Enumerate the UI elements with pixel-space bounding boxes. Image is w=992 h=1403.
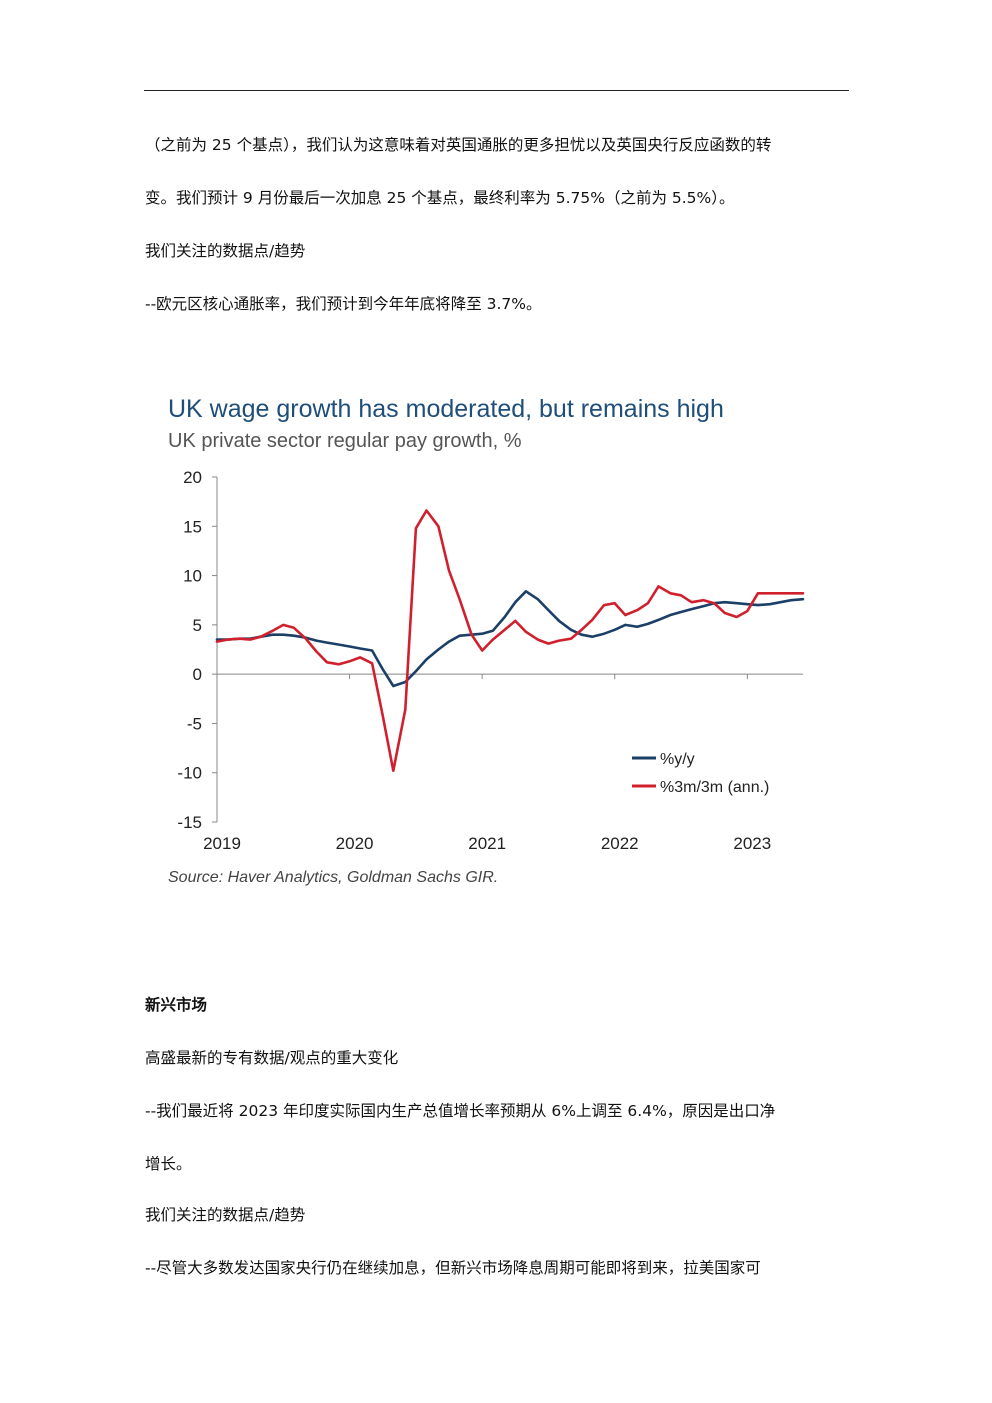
x-tick-label: 2023 (733, 834, 771, 853)
x-tick-label: 2019 (203, 834, 241, 853)
y-tick-label: 0 (193, 665, 202, 684)
section-heading-watch: 我们关注的数据点/趋势 (145, 242, 306, 260)
y-tick-label: 5 (193, 616, 202, 635)
chart-title: UK wage growth has moderated, but remain… (168, 395, 724, 423)
bullet-item-continued: 增长。 (145, 1155, 192, 1173)
header-rule (144, 90, 849, 91)
subheading: 高盛最新的专有数据/观点的重大变化 (145, 1049, 399, 1067)
series-line-yoy (215, 590, 805, 688)
y-tick-label: 15 (183, 517, 202, 536)
x-tick-label: 2022 (601, 834, 639, 853)
y-tick-label: 20 (183, 468, 202, 487)
wage-growth-chart: UK wage growth has moderated, but remain… (160, 385, 840, 895)
chart-legend: %y/y %3m/3m (ann.) (632, 751, 769, 796)
chart-source: Source: Haver Analytics, Goldman Sachs G… (168, 869, 498, 886)
paragraph-line: 变。我们预计 9 月份最后一次加息 25 个基点，最终利率为 5.75%（之前为… (145, 189, 735, 207)
paragraph-line: （之前为 25 个基点），我们认为这意味着对英国通胀的更多担忧以及英国央行反应函… (145, 136, 772, 154)
section-heading-em: 新兴市场 (145, 996, 208, 1014)
series-line-mom3 (215, 509, 805, 773)
bullet-item: --尽管大多数发达国家央行仍在继续加息，但新兴市场降息周期可能即将到来，拉美国家… (145, 1259, 761, 1277)
y-tick-label: -5 (187, 714, 202, 733)
x-tick-label: 2020 (336, 834, 374, 853)
y-tick-label: 10 (183, 567, 202, 586)
bullet-item: --我们最近将 2023 年印度实际国内生产总值增长率预期从 6%上调至 6.4… (145, 1102, 776, 1120)
bullet-item: --欧元区核心通胀率，我们预计到今年年底将降至 3.7%。 (145, 295, 542, 313)
y-tick-label: -15 (177, 813, 202, 832)
chart-subtitle: UK private sector regular pay growth, % (168, 430, 522, 452)
chart-lines (215, 509, 805, 773)
x-tick-label: 2021 (468, 834, 506, 853)
section-heading-watch: 我们关注的数据点/趋势 (145, 1206, 306, 1224)
legend-label-yoy: %y/y (660, 751, 695, 768)
legend-label-mom3: %3m/3m (ann.) (660, 779, 769, 796)
y-tick-label: -10 (177, 764, 202, 783)
